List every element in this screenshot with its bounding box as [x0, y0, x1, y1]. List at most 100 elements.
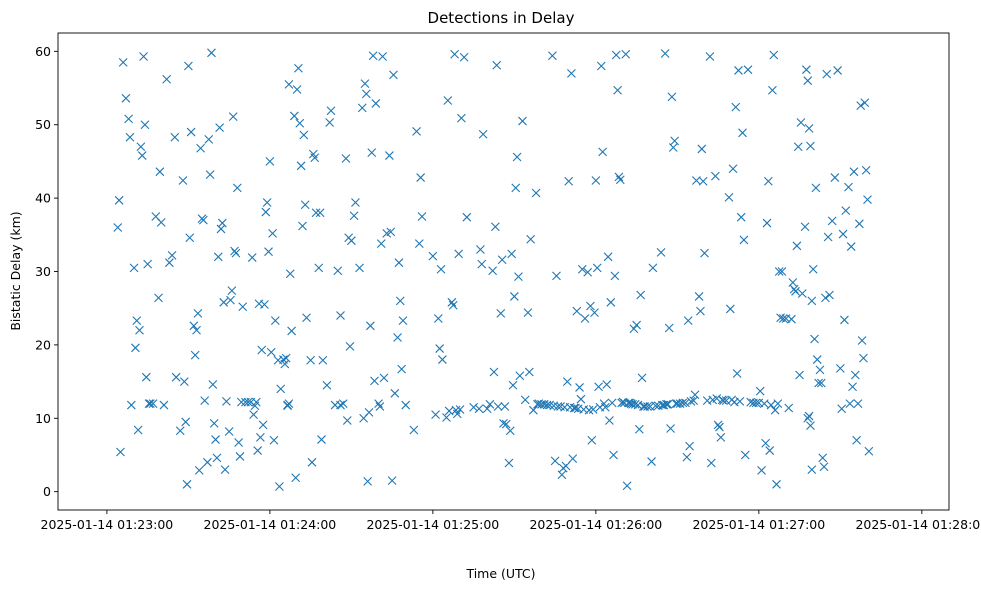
- data-point-marker: [364, 408, 374, 417]
- data-point-marker: [284, 79, 294, 89]
- data-point-marker: [193, 308, 203, 318]
- data-point-marker: [179, 377, 189, 386]
- data-point-marker: [276, 384, 286, 394]
- data-point-marker: [476, 245, 485, 254]
- data-point-marker: [712, 394, 722, 403]
- data-point-marker: [378, 52, 388, 61]
- data-point-marker: [667, 92, 677, 102]
- data-point-marker: [810, 334, 819, 344]
- data-point-marker: [116, 447, 125, 457]
- data-point-marker: [489, 367, 499, 377]
- data-point-marker: [260, 300, 269, 309]
- data-point-marker: [482, 404, 492, 414]
- data-point-marker: [757, 465, 766, 475]
- data-point-marker: [808, 264, 818, 274]
- data-point-marker: [236, 397, 246, 407]
- data-point-marker: [852, 435, 862, 445]
- data-point-marker: [275, 482, 284, 491]
- data-point-marker: [194, 465, 204, 475]
- data-point-marker: [603, 252, 613, 262]
- data-point-marker: [200, 396, 210, 406]
- data-point-marker: [743, 65, 753, 75]
- data-point-marker: [643, 402, 652, 411]
- data-point-marker: [448, 300, 458, 310]
- data-point-marker: [682, 452, 692, 462]
- data-point-marker: [772, 479, 781, 489]
- data-point-marker: [731, 102, 741, 112]
- data-point-marker: [341, 154, 351, 163]
- data-point-marker: [840, 315, 849, 325]
- data-point-marker: [815, 365, 825, 375]
- data-point-marker: [485, 399, 495, 409]
- data-point-marker: [317, 435, 326, 444]
- data-point-marker: [632, 320, 641, 330]
- data-point-marker: [189, 321, 199, 331]
- data-point-marker: [249, 410, 258, 419]
- data-point-marker: [793, 142, 803, 152]
- data-point-marker: [594, 382, 603, 392]
- data-point-marker: [827, 216, 837, 226]
- data-point-marker: [190, 350, 200, 360]
- data-point-marker: [412, 126, 421, 136]
- data-point-marker: [154, 293, 163, 303]
- data-point-marker: [253, 446, 263, 455]
- data-point-marker: [212, 453, 222, 463]
- data-point-marker: [437, 355, 447, 364]
- data-point-marker: [598, 147, 608, 157]
- data-point-marker: [856, 101, 866, 111]
- data-point-marker: [442, 413, 451, 422]
- data-point-marker: [713, 420, 723, 430]
- data-point-marker: [629, 324, 639, 334]
- data-point-marker: [803, 76, 813, 86]
- data-point-marker: [292, 85, 302, 94]
- data-point-marker: [493, 402, 503, 411]
- data-point-marker: [243, 397, 253, 407]
- data-point-marker: [789, 284, 799, 294]
- data-point-marker: [306, 355, 316, 365]
- data-point-marker: [159, 400, 169, 410]
- data-point-marker: [164, 258, 174, 268]
- data-point-marker: [700, 248, 709, 258]
- data-point-marker: [261, 207, 271, 217]
- data-point-marker: [185, 233, 195, 243]
- data-point-marker: [520, 395, 530, 405]
- data-point-marker: [121, 93, 131, 103]
- data-point-marker: [227, 286, 237, 295]
- data-point-marker: [433, 314, 443, 323]
- data-point-marker: [732, 369, 742, 378]
- data-point-marker: [844, 182, 853, 192]
- data-point-marker: [126, 400, 136, 410]
- data-point-marker: [853, 399, 863, 408]
- data-point-marker: [167, 250, 177, 260]
- data-point-marker: [647, 457, 656, 466]
- data-point-marker: [670, 136, 680, 146]
- data-point-marker: [524, 367, 534, 377]
- data-point-marker: [220, 465, 230, 475]
- data-point-marker: [526, 234, 536, 244]
- data-point-marker: [398, 316, 408, 326]
- data-point-marker: [186, 127, 196, 137]
- data-point-marker: [363, 476, 373, 486]
- data-point-marker: [113, 223, 123, 232]
- data-point-marker: [633, 400, 643, 410]
- data-point-marker: [768, 85, 777, 95]
- data-point-marker: [562, 377, 572, 386]
- data-point-marker: [698, 176, 708, 186]
- data-point-marker: [759, 399, 769, 408]
- data-point-marker: [576, 394, 586, 404]
- data-point-marker: [133, 425, 143, 435]
- data-point-marker: [796, 118, 806, 127]
- data-point-marker: [346, 236, 356, 246]
- x-tick-label: 2025-01-14 01:24:00: [204, 517, 337, 532]
- data-point-marker: [587, 435, 597, 445]
- x-tick-labels: 2025-01-14 01:23:00 2025-01-14 01:24:00 20…: [41, 517, 981, 532]
- data-point-marker: [368, 51, 378, 61]
- data-point-marker: [850, 370, 860, 380]
- data-point-marker: [196, 143, 206, 153]
- data-point-marker: [238, 302, 248, 312]
- data-point-marker: [213, 252, 223, 262]
- data-point-marker: [217, 218, 227, 228]
- data-point-marker: [469, 402, 479, 412]
- data-point-marker: [139, 52, 148, 61]
- data-point-marker: [807, 465, 817, 475]
